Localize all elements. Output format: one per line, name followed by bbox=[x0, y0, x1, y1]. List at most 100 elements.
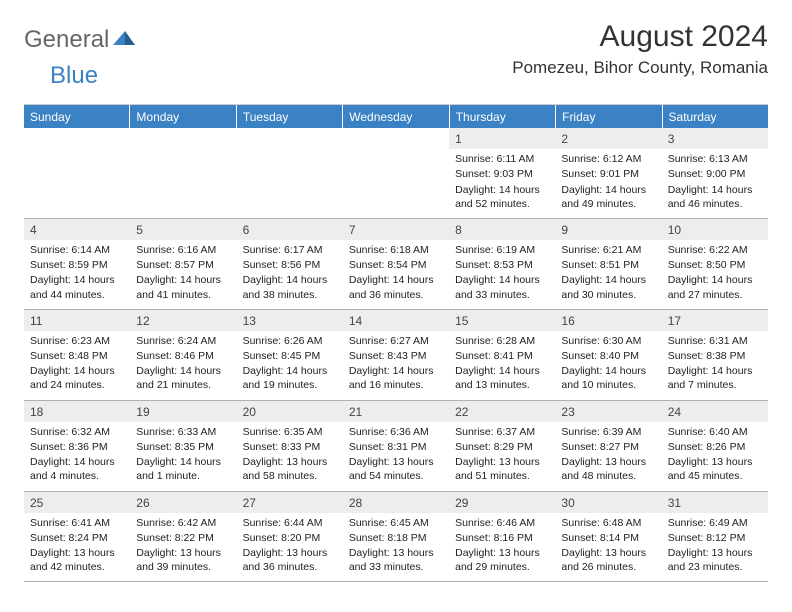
sunset-text: Sunset: 9:00 PM bbox=[668, 167, 762, 181]
day-cell: 4Sunrise: 6:14 AMSunset: 8:59 PMDaylight… bbox=[24, 219, 130, 309]
day-cell: 20Sunrise: 6:35 AMSunset: 8:33 PMDayligh… bbox=[237, 401, 343, 491]
daylight-text: Daylight: 13 hours and 29 minutes. bbox=[455, 546, 549, 574]
day-cell: 29Sunrise: 6:46 AMSunset: 8:16 PMDayligh… bbox=[449, 492, 555, 582]
sunset-text: Sunset: 8:22 PM bbox=[136, 531, 230, 545]
day-body: Sunrise: 6:23 AMSunset: 8:48 PMDaylight:… bbox=[24, 334, 130, 393]
daylight-text: Daylight: 14 hours and 1 minute. bbox=[136, 455, 230, 483]
day-cell: . bbox=[130, 128, 236, 218]
weekday-header: Wednesday bbox=[343, 105, 449, 128]
day-body: Sunrise: 6:45 AMSunset: 8:18 PMDaylight:… bbox=[343, 516, 449, 575]
weekday-header: Sunday bbox=[24, 105, 130, 128]
day-number: 25 bbox=[24, 492, 130, 513]
day-cell: . bbox=[237, 128, 343, 218]
weekday-header: Thursday bbox=[450, 105, 556, 128]
sunrise-text: Sunrise: 6:23 AM bbox=[30, 334, 124, 348]
day-cell: 18Sunrise: 6:32 AMSunset: 8:36 PMDayligh… bbox=[24, 401, 130, 491]
sunrise-text: Sunrise: 6:44 AM bbox=[243, 516, 337, 530]
day-cell: 26 Sunrise: 6:42 AMSunset: 8:22 PMDayligh… bbox=[130, 492, 236, 582]
daylight-text: Daylight: 14 hours and 44 minutes. bbox=[30, 273, 124, 301]
sunset-text: Sunset: 8:26 PM bbox=[668, 440, 762, 454]
sunset-text: Sunset: 8:24 PM bbox=[30, 531, 124, 545]
sunrise-text: Sunrise: 6:16 AM bbox=[136, 243, 230, 257]
day-body: Sunrise: 6:28 AMSunset: 8:41 PMDaylight:… bbox=[449, 334, 555, 393]
daylight-text: Daylight: 13 hours and 51 minutes. bbox=[455, 455, 549, 483]
sunrise-text: Sunrise: 6:41 AM bbox=[30, 516, 124, 530]
sunset-text: Sunset: 8:27 PM bbox=[561, 440, 655, 454]
sunrise-text: Sunrise: 6:12 AM bbox=[561, 152, 655, 166]
sunrise-text: Sunrise: 6:28 AM bbox=[455, 334, 549, 348]
daylight-text: Daylight: 13 hours and 26 minutes. bbox=[561, 546, 655, 574]
day-number: 31 bbox=[662, 492, 768, 513]
day-body: Sunrise: 6:36 AMSunset: 8:31 PMDaylight:… bbox=[343, 425, 449, 484]
day-cell: 2 Sunrise: 6:12 AMSunset: 9:01 PMDaylight… bbox=[555, 128, 661, 218]
day-cell: 15Sunrise: 6:28 AMSunset: 8:41 PMDayligh… bbox=[449, 310, 555, 400]
daylight-text: Daylight: 13 hours and 42 minutes. bbox=[30, 546, 124, 574]
day-cell: . bbox=[24, 128, 130, 218]
day-cell: 8Sunrise: 6:19 AMSunset: 8:53 PMDaylight… bbox=[449, 219, 555, 309]
day-cell: 25 Sunrise: 6:41 AMSunset: 8:24 PMDayligh… bbox=[24, 492, 130, 582]
sunrise-text: Sunrise: 6:30 AM bbox=[561, 334, 655, 348]
day-body: Sunrise: 6:40 AMSunset: 8:26 PMDaylight:… bbox=[662, 425, 768, 484]
sunset-text: Sunset: 8:36 PM bbox=[30, 440, 124, 454]
sunset-text: Sunset: 8:46 PM bbox=[136, 349, 230, 363]
day-number: 3 bbox=[662, 128, 768, 149]
sunset-text: Sunset: 9:01 PM bbox=[561, 167, 655, 181]
day-number: 10 bbox=[662, 219, 768, 240]
day-number: 29 bbox=[449, 492, 555, 513]
sunset-text: Sunset: 8:35 PM bbox=[136, 440, 230, 454]
sunset-text: Sunset: 8:41 PM bbox=[455, 349, 549, 363]
daylight-text: Daylight: 13 hours and 48 minutes. bbox=[561, 455, 655, 483]
day-body: Sunrise: 6:42 AMSunset: 8:22 PMDaylight:… bbox=[130, 516, 236, 575]
sunset-text: Sunset: 8:54 PM bbox=[349, 258, 443, 272]
day-body: Sunrise: 6:32 AMSunset: 8:36 PMDaylight:… bbox=[24, 425, 130, 484]
day-cell: 28Sunrise: 6:45 AMSunset: 8:18 PMDayligh… bbox=[343, 492, 449, 582]
day-number: 22 bbox=[449, 401, 555, 422]
day-body: Sunrise: 6:26 AMSunset: 8:45 PMDaylight:… bbox=[237, 334, 343, 393]
weekday-header: Monday bbox=[130, 105, 236, 128]
daylight-text: Daylight: 14 hours and 27 minutes. bbox=[668, 273, 762, 301]
day-cell: 30Sunrise: 6:48 AMSunset: 8:14 PMDayligh… bbox=[555, 492, 661, 582]
logo-text-general: General bbox=[24, 26, 109, 54]
sunset-text: Sunset: 8:12 PM bbox=[668, 531, 762, 545]
calendar-grid: Sunday Monday Tuesday Wednesday Thursday… bbox=[24, 104, 768, 582]
day-number: 21 bbox=[343, 401, 449, 422]
week-row: 11 Sunrise: 6:23 AMSunset: 8:48 PMDayligh… bbox=[24, 310, 768, 401]
daylight-text: Daylight: 14 hours and 41 minutes. bbox=[136, 273, 230, 301]
day-body: Sunrise: 6:12 AMSunset: 9:01 PMDaylight:… bbox=[555, 152, 661, 211]
day-number: 13 bbox=[237, 310, 343, 331]
sunrise-text: Sunrise: 6:35 AM bbox=[243, 425, 337, 439]
day-number: 23 bbox=[555, 401, 661, 422]
day-number: 11 bbox=[24, 310, 130, 331]
daylight-text: Daylight: 14 hours and 46 minutes. bbox=[668, 183, 762, 211]
sunset-text: Sunset: 8:59 PM bbox=[30, 258, 124, 272]
sunset-text: Sunset: 8:43 PM bbox=[349, 349, 443, 363]
day-cell: 23 Sunrise: 6:39 AMSunset: 8:27 PMDayligh… bbox=[555, 401, 661, 491]
daylight-text: Daylight: 13 hours and 39 minutes. bbox=[136, 546, 230, 574]
day-number: 14 bbox=[343, 310, 449, 331]
sunrise-text: Sunrise: 6:31 AM bbox=[668, 334, 762, 348]
sunrise-text: Sunrise: 6:18 AM bbox=[349, 243, 443, 257]
day-number: 6 bbox=[237, 219, 343, 240]
day-body: Sunrise: 6:19 AMSunset: 8:53 PMDaylight:… bbox=[449, 243, 555, 302]
day-number: 1 bbox=[449, 128, 555, 149]
day-body: Sunrise: 6:33 AMSunset: 8:35 PMDaylight:… bbox=[130, 425, 236, 484]
day-body: Sunrise: 6:39 AMSunset: 8:27 PMDaylight:… bbox=[555, 425, 661, 484]
title-block: August 2024 Pomezeu, Bihor County, Roman… bbox=[512, 20, 768, 78]
sunrise-text: Sunrise: 6:14 AM bbox=[30, 243, 124, 257]
day-cell: 1Sunrise: 6:11 AMSunset: 9:03 PMDaylight… bbox=[449, 128, 555, 218]
sunset-text: Sunset: 8:20 PM bbox=[243, 531, 337, 545]
day-number: 2 bbox=[555, 128, 661, 149]
sunset-text: Sunset: 8:31 PM bbox=[349, 440, 443, 454]
day-cell: 17Sunrise: 6:31 AMSunset: 8:38 PMDayligh… bbox=[662, 310, 768, 400]
daylight-text: Daylight: 14 hours and 4 minutes. bbox=[30, 455, 124, 483]
logo: General bbox=[24, 20, 137, 54]
day-body: Sunrise: 6:49 AMSunset: 8:12 PMDaylight:… bbox=[662, 516, 768, 575]
day-number: 26 bbox=[130, 492, 236, 513]
week-row: ....1Sunrise: 6:11 AMSunset: 9:03 PMDayl… bbox=[24, 128, 768, 219]
sunrise-text: Sunrise: 6:21 AM bbox=[561, 243, 655, 257]
day-body: Sunrise: 6:44 AMSunset: 8:20 PMDaylight:… bbox=[237, 516, 343, 575]
sunset-text: Sunset: 8:14 PM bbox=[561, 531, 655, 545]
sunrise-text: Sunrise: 6:48 AM bbox=[561, 516, 655, 530]
day-cell: 31 Sunrise: 6:49 AMSunset: 8:12 PMDayligh… bbox=[662, 492, 768, 582]
day-cell: 19Sunrise: 6:33 AMSunset: 8:35 PMDayligh… bbox=[130, 401, 236, 491]
